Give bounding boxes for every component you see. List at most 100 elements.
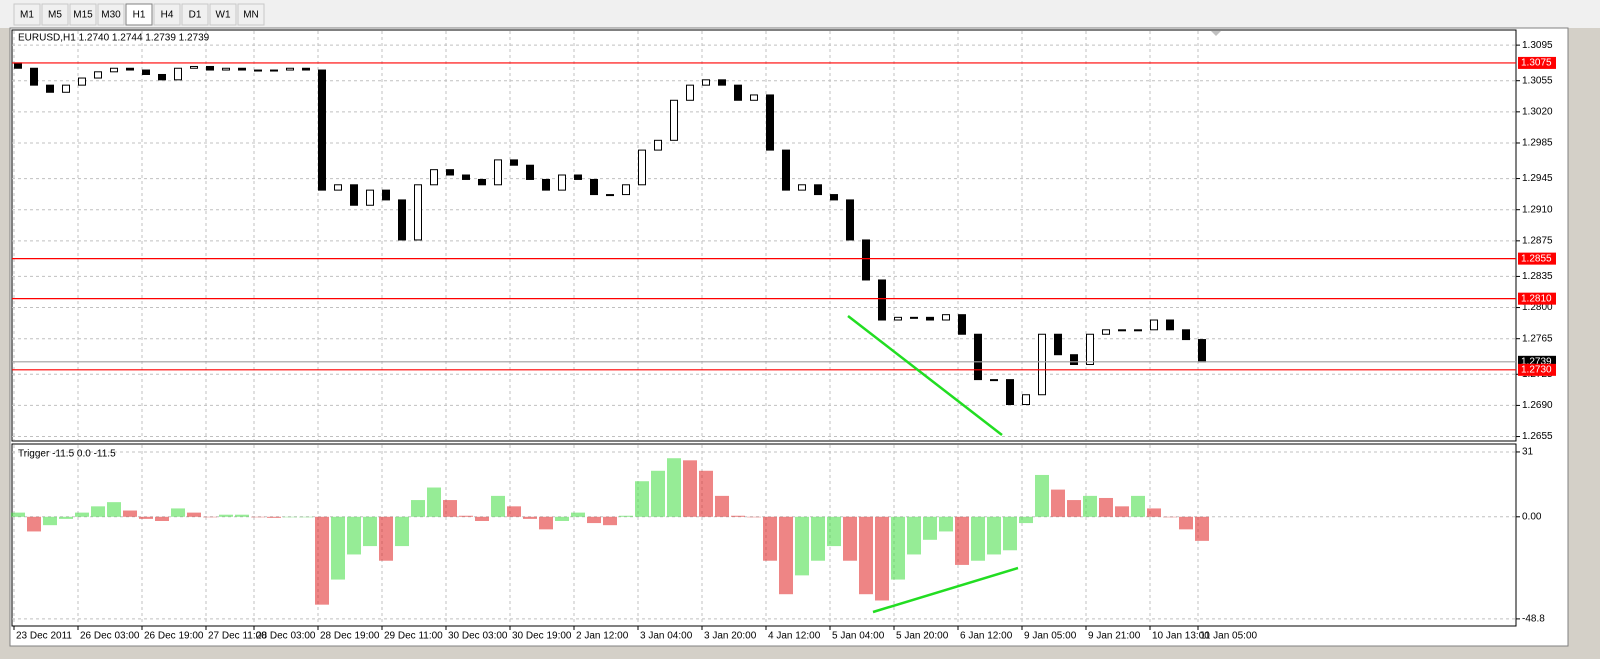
histogram-bar bbox=[43, 516, 57, 526]
candle bbox=[78, 77, 86, 86]
x-tick-label: 9 Jan 21:00 bbox=[1088, 631, 1141, 642]
x-tick-label: 26 Dec 19:00 bbox=[144, 631, 204, 642]
y-tick-label: 1.2835 bbox=[1522, 271, 1553, 282]
histogram-bar bbox=[667, 458, 681, 517]
histogram-bar bbox=[971, 516, 985, 561]
candle bbox=[542, 178, 550, 191]
histogram-bar bbox=[27, 516, 41, 532]
y-tick-label: 1.3095 bbox=[1522, 40, 1553, 51]
histogram-bar bbox=[411, 500, 425, 517]
histogram-bar bbox=[827, 516, 841, 547]
histogram-bar bbox=[699, 470, 713, 517]
candle bbox=[190, 65, 198, 69]
candle bbox=[366, 189, 374, 206]
level-tag bbox=[1518, 56, 1556, 69]
button-label: H4 bbox=[161, 10, 174, 21]
histogram-bar bbox=[491, 495, 505, 517]
current-price-label: 1.2739 bbox=[1521, 356, 1552, 367]
histogram-bar bbox=[523, 516, 537, 519]
candle bbox=[974, 333, 982, 381]
histogram-bar bbox=[139, 516, 153, 519]
candle bbox=[766, 94, 774, 151]
candle bbox=[590, 178, 598, 196]
candle bbox=[94, 71, 102, 79]
candle bbox=[526, 164, 534, 180]
candle bbox=[798, 184, 806, 191]
button-frame bbox=[209, 3, 237, 26]
toolbar bbox=[0, 0, 1600, 28]
trend-line bbox=[872, 566, 1019, 614]
candle bbox=[702, 79, 710, 86]
histogram-bar bbox=[619, 515, 633, 517]
y-tick-label: 1.3055 bbox=[1522, 75, 1553, 86]
timeframe-button[interactable]: MN bbox=[237, 3, 265, 26]
histogram-bar bbox=[635, 481, 649, 517]
candle bbox=[606, 194, 614, 197]
candle bbox=[1086, 333, 1094, 365]
histogram-bar bbox=[187, 512, 201, 517]
x-tick-label: 5 Jan 04:00 bbox=[832, 631, 885, 642]
button-frame bbox=[97, 3, 125, 26]
x-tick-label: 11 Jan 05:00 bbox=[1200, 631, 1258, 642]
candle bbox=[958, 314, 966, 335]
histogram-bar bbox=[651, 470, 665, 517]
histogram-bar bbox=[923, 516, 937, 540]
chart-title: EURUSD,H1 1.2740 1.2744 1.2739 1.2739 bbox=[18, 33, 210, 44]
timeframe-button[interactable]: M15 bbox=[69, 3, 97, 26]
candle bbox=[718, 79, 726, 86]
timeframe-button[interactable]: M1 bbox=[13, 3, 41, 26]
histogram-bar bbox=[235, 514, 249, 517]
level-tag bbox=[1518, 363, 1556, 376]
candle bbox=[846, 199, 854, 241]
y-tick-label: 1.2765 bbox=[1522, 333, 1553, 344]
histogram-bar bbox=[1019, 516, 1033, 524]
candle bbox=[206, 65, 214, 71]
candle bbox=[1022, 394, 1030, 406]
candle bbox=[334, 184, 342, 191]
timeframe-button[interactable]: D1 bbox=[181, 3, 209, 26]
y-tick-label: -48.8 bbox=[1522, 614, 1545, 625]
button-frame bbox=[153, 3, 181, 26]
timeframe-button[interactable]: M5 bbox=[41, 3, 69, 26]
histogram-bar bbox=[1131, 495, 1145, 517]
x-tick-label: 29 Dec 11:00 bbox=[384, 631, 443, 642]
histogram-bar bbox=[363, 516, 377, 547]
y-tick-label: 1.2875 bbox=[1522, 235, 1553, 246]
histogram-bar bbox=[107, 502, 121, 517]
y-tick-label: 1.2655 bbox=[1522, 431, 1553, 442]
timeframe-button[interactable]: M30 bbox=[97, 3, 125, 26]
candle bbox=[494, 159, 502, 186]
candle bbox=[430, 169, 438, 186]
y-tick-label: 1.2800 bbox=[1522, 302, 1553, 313]
candle bbox=[1070, 354, 1078, 365]
candle bbox=[1198, 339, 1206, 363]
marks bbox=[11, 62, 1516, 605]
timeframe-button[interactable]: H4 bbox=[153, 3, 181, 26]
histogram-bar bbox=[1147, 508, 1161, 517]
x-tick-label: 23 Dec 2011 bbox=[16, 631, 72, 642]
histogram-bar bbox=[59, 516, 73, 519]
histogram-bar bbox=[731, 515, 745, 517]
histogram-bar bbox=[555, 516, 569, 521]
histogram-bar bbox=[907, 516, 921, 555]
timeframe-button[interactable]: W1 bbox=[209, 3, 237, 26]
candle bbox=[1054, 333, 1062, 356]
timeframe-button[interactable]: H1 bbox=[125, 3, 153, 26]
histogram-bar bbox=[1035, 474, 1049, 517]
candle bbox=[1102, 329, 1110, 335]
x-tick-label: 27 Dec 11:00 bbox=[208, 631, 267, 642]
y-tick-label: 1.2910 bbox=[1522, 204, 1553, 215]
histogram-bar bbox=[427, 487, 441, 517]
button-frame bbox=[13, 3, 41, 26]
x-tick-label: 30 Dec 19:00 bbox=[512, 631, 572, 642]
x-tick-label: 26 Dec 03:00 bbox=[80, 631, 140, 642]
histogram-bar bbox=[875, 516, 889, 601]
histogram-bar bbox=[939, 516, 953, 532]
histogram-bar bbox=[395, 516, 409, 547]
button-label: H1 bbox=[133, 10, 146, 21]
candle bbox=[222, 67, 230, 71]
y-tick-label: 31 bbox=[1522, 447, 1534, 458]
candle bbox=[142, 69, 150, 75]
